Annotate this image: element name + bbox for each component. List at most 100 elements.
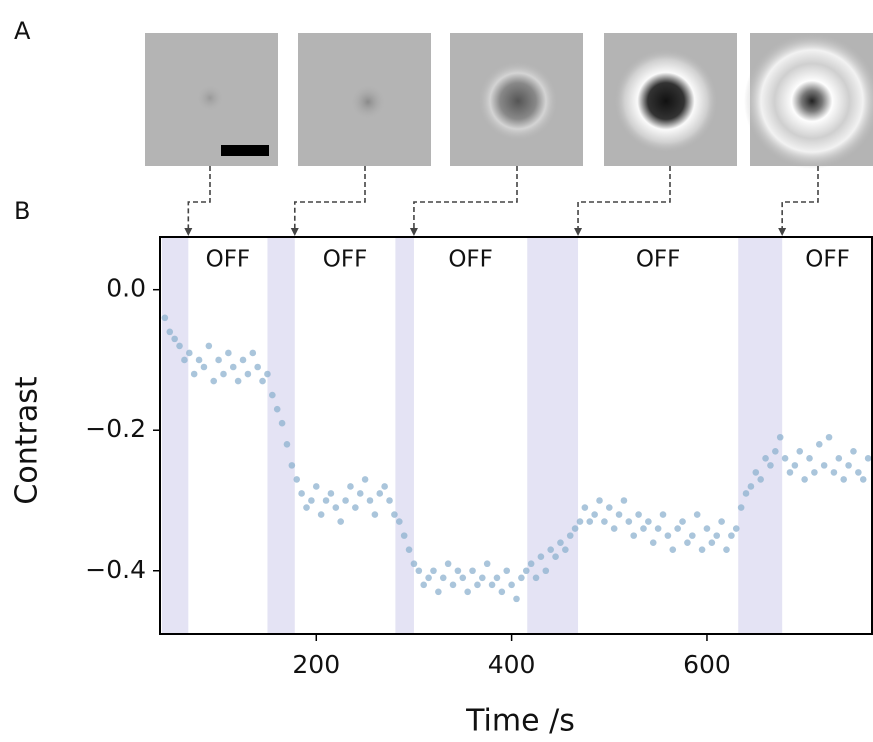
data-point — [210, 377, 218, 385]
data-point — [718, 518, 725, 525]
off-label: OFF — [636, 247, 681, 273]
data-point — [386, 497, 393, 504]
data-point — [439, 574, 447, 582]
data-point — [605, 504, 613, 511]
data-point — [469, 567, 476, 575]
data-point — [757, 476, 764, 483]
data-point — [371, 511, 379, 518]
data-point — [620, 497, 628, 504]
data-point — [537, 553, 545, 561]
panel-label: A — [14, 17, 31, 45]
data-point — [269, 391, 276, 399]
connector — [577, 166, 671, 229]
data-point — [557, 539, 564, 546]
shaded-region — [527, 237, 579, 634]
off-label: OFF — [206, 247, 251, 273]
data-point — [366, 497, 374, 504]
data-point — [630, 532, 638, 539]
data-point — [669, 546, 677, 553]
off-label: OFF — [805, 247, 850, 273]
data-point — [352, 504, 359, 511]
y-tick-label: 0.0 — [106, 274, 146, 303]
data-point — [693, 511, 701, 518]
data-point — [649, 539, 657, 546]
data-point — [811, 469, 818, 476]
data-point — [195, 356, 203, 364]
data-point — [679, 518, 686, 525]
data-point — [752, 469, 760, 476]
data-point — [205, 342, 213, 350]
data-point — [229, 363, 237, 371]
data-point — [342, 497, 349, 504]
y-axis-label: Contrast — [10, 376, 45, 504]
particle — [744, 33, 873, 169]
data-point — [625, 518, 633, 525]
data-point — [405, 546, 413, 553]
data-point — [356, 490, 364, 497]
data-point — [571, 525, 579, 532]
data-point — [786, 469, 794, 476]
data-point — [674, 525, 681, 532]
data-point — [249, 349, 257, 357]
data-point — [288, 462, 296, 469]
plot-frame — [159, 236, 873, 635]
data-point — [781, 455, 789, 462]
data-point — [806, 455, 813, 462]
x-tick-label: 600 — [683, 650, 731, 679]
data-point — [830, 469, 838, 476]
data-point — [825, 433, 833, 441]
data-point — [332, 504, 340, 511]
data-point — [703, 525, 711, 532]
data-point — [312, 483, 320, 490]
shaded-region — [738, 237, 783, 634]
data-point — [776, 433, 784, 441]
data-point — [850, 448, 857, 455]
data-point — [259, 377, 266, 385]
data-point — [840, 476, 847, 483]
data-point — [522, 567, 530, 575]
data-point — [420, 581, 428, 589]
data-point — [464, 588, 471, 596]
connector — [187, 166, 211, 229]
data-point — [234, 377, 242, 385]
data-point — [244, 370, 252, 378]
data-point — [498, 588, 506, 596]
arrowhead — [184, 228, 193, 236]
data-point — [835, 455, 843, 462]
scale-bar — [221, 145, 269, 156]
data-point — [791, 462, 799, 469]
data-point — [503, 567, 511, 575]
data-point — [215, 356, 222, 364]
data-point — [220, 370, 227, 378]
data-point — [327, 490, 335, 497]
x-axis-label: Time /s — [465, 704, 575, 739]
data-point — [171, 335, 178, 343]
data-point — [708, 539, 716, 546]
arrowhead — [409, 228, 418, 236]
connector — [293, 166, 366, 229]
data-point — [713, 532, 721, 539]
data-point — [298, 490, 305, 497]
data-point — [635, 511, 642, 518]
data-point — [615, 511, 623, 518]
data-point — [576, 518, 584, 525]
data-point — [483, 560, 491, 568]
data-point — [200, 363, 208, 371]
data-point — [190, 370, 198, 378]
data-point — [513, 595, 520, 603]
data-point — [273, 405, 281, 413]
data-point — [684, 539, 691, 546]
connector — [781, 166, 819, 229]
data-point — [381, 483, 388, 490]
data-point — [430, 567, 437, 575]
micrographs — [145, 33, 873, 169]
data-point — [772, 448, 779, 455]
connector — [413, 166, 518, 229]
data-point — [425, 574, 432, 582]
data-point — [317, 511, 325, 518]
off-label: OFF — [323, 247, 368, 273]
data-point — [864, 455, 872, 462]
data-point — [278, 419, 286, 427]
y-tick-label: −0.4 — [85, 555, 146, 584]
